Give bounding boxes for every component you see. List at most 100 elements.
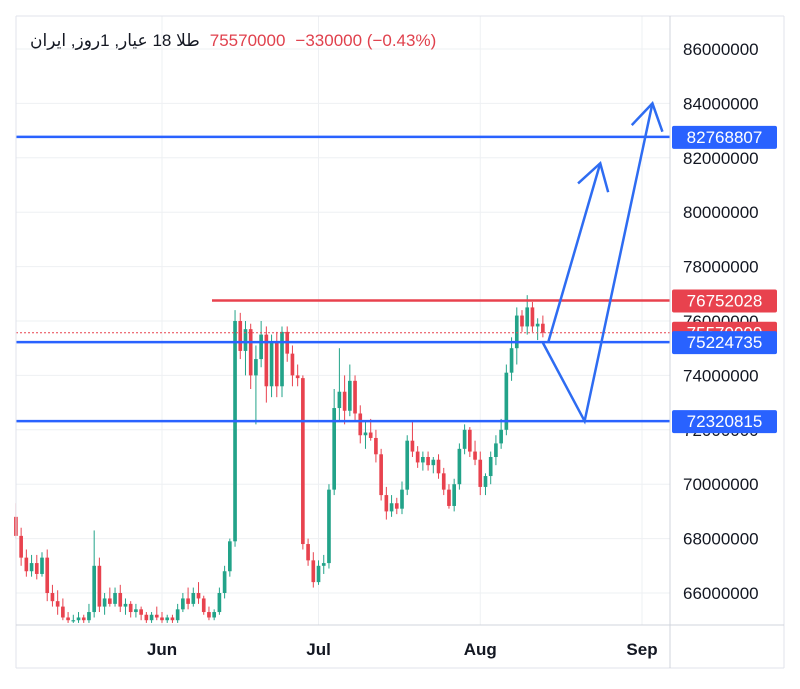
candle[interactable]	[295, 364, 300, 387]
candle[interactable]	[473, 440, 477, 466]
candle[interactable]	[24, 549, 29, 577]
candle[interactable]	[160, 612, 164, 623]
candle[interactable]	[71, 614, 76, 623]
candle[interactable]	[394, 497, 399, 515]
candle[interactable]	[306, 538, 310, 566]
candle[interactable]	[290, 345, 295, 387]
candle[interactable]	[269, 334, 274, 398]
candle[interactable]	[186, 587, 190, 610]
candles[interactable]	[14, 295, 545, 623]
candle[interactable]	[483, 473, 488, 496]
candle[interactable]	[499, 418, 503, 449]
candle[interactable]	[426, 451, 430, 471]
candle[interactable]	[191, 587, 196, 607]
candle[interactable]	[478, 451, 483, 496]
candle[interactable]	[228, 538, 232, 577]
candle[interactable]	[87, 603, 91, 623]
candle[interactable]	[509, 337, 514, 381]
candle[interactable]	[144, 612, 149, 623]
candle[interactable]	[128, 601, 133, 618]
candle[interactable]	[175, 603, 180, 623]
candle[interactable]	[212, 609, 216, 621]
candle[interactable]	[76, 612, 81, 623]
candle[interactable]	[34, 554, 39, 580]
candle[interactable]	[368, 418, 373, 441]
candle[interactable]	[488, 451, 493, 485]
price-lines[interactable]	[16, 135, 670, 423]
candle[interactable]	[374, 429, 378, 463]
candle[interactable]	[50, 584, 55, 607]
candle[interactable]	[342, 375, 347, 425]
candle[interactable]	[321, 554, 326, 574]
candle[interactable]	[457, 443, 462, 490]
candle[interactable]	[238, 312, 243, 360]
candle[interactable]	[154, 606, 159, 621]
candle[interactable]	[400, 481, 404, 515]
candle[interactable]	[348, 364, 352, 417]
candle[interactable]	[61, 598, 65, 621]
candle[interactable]	[139, 606, 143, 621]
candle[interactable]	[332, 389, 336, 496]
candle[interactable]	[217, 587, 222, 615]
candle[interactable]	[81, 614, 86, 623]
candle[interactable]	[520, 310, 524, 332]
candle[interactable]	[254, 345, 258, 425]
candle[interactable]	[233, 310, 237, 547]
candle[interactable]	[123, 598, 128, 615]
candle[interactable]	[29, 554, 34, 577]
candle[interactable]	[248, 323, 253, 389]
candle[interactable]	[316, 560, 321, 585]
candle[interactable]	[447, 484, 451, 509]
candle[interactable]	[358, 405, 363, 444]
candle[interactable]	[165, 614, 170, 623]
candle[interactable]	[243, 321, 248, 376]
candle[interactable]	[327, 484, 331, 569]
candle[interactable]	[353, 375, 357, 422]
candle[interactable]	[149, 612, 154, 623]
candle[interactable]	[384, 486, 389, 520]
candle[interactable]	[45, 549, 50, 602]
candle[interactable]	[441, 467, 446, 496]
candle[interactable]	[301, 375, 305, 550]
candle[interactable]	[468, 427, 472, 457]
candle[interactable]	[494, 435, 498, 466]
candle[interactable]	[196, 582, 201, 604]
candle[interactable]	[363, 421, 368, 449]
candle[interactable]	[55, 590, 60, 615]
candle[interactable]	[118, 584, 123, 613]
candle[interactable]	[134, 603, 138, 618]
candle[interactable]	[421, 451, 425, 471]
projection-path-dip[interactable]	[541, 101, 664, 425]
candle[interactable]	[170, 614, 175, 623]
candle[interactable]	[541, 315, 545, 338]
candle[interactable]	[530, 301, 535, 332]
candle[interactable]	[415, 446, 420, 468]
candle[interactable]	[389, 495, 394, 517]
candle[interactable]	[66, 612, 70, 623]
candle[interactable]	[280, 326, 284, 398]
candle[interactable]	[113, 587, 117, 607]
candle[interactable]	[431, 457, 436, 474]
candle[interactable]	[462, 424, 467, 455]
candle[interactable]	[452, 478, 456, 512]
projection-path-up[interactable]	[546, 160, 610, 344]
candle[interactable]	[436, 454, 441, 479]
candle[interactable]	[405, 435, 410, 496]
candle[interactable]	[504, 364, 509, 436]
candle[interactable]	[264, 326, 269, 403]
candle[interactable]	[201, 595, 206, 615]
candle[interactable]	[102, 593, 107, 615]
candle[interactable]	[97, 557, 102, 613]
candle[interactable]	[19, 527, 23, 566]
candle[interactable]	[259, 321, 263, 368]
candle[interactable]	[108, 587, 112, 607]
candle[interactable]	[207, 606, 211, 621]
candle[interactable]	[379, 448, 383, 501]
candle[interactable]	[535, 318, 540, 341]
candle[interactable]	[311, 552, 316, 588]
candle[interactable]	[337, 348, 342, 422]
candle[interactable]	[410, 421, 415, 457]
candle[interactable]	[40, 552, 44, 577]
